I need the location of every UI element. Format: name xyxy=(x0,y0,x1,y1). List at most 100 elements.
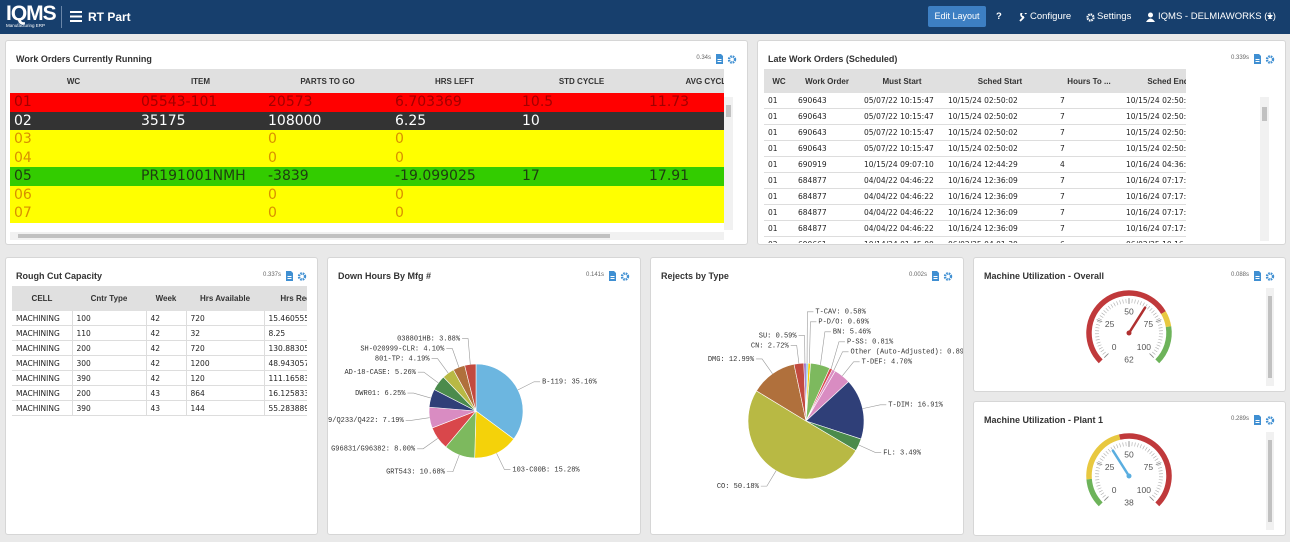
edit-layout-button[interactable]: Edit Layout xyxy=(928,6,986,27)
table-cell: 01 xyxy=(10,93,137,112)
table-cell: 690643 xyxy=(794,108,860,125)
table-cell: 690661 xyxy=(794,236,860,243)
data-label: Q733/Q219/Q233/Q422: 7.19% xyxy=(328,417,404,425)
table-cell: 04/04/22 04:46:22 xyxy=(860,220,944,237)
table-cell: 43 xyxy=(146,400,187,416)
table-cell: 864 xyxy=(186,385,265,401)
table-row: MACHINING 300 42 1200 48.943057 xyxy=(12,355,307,371)
table-cell: 100 xyxy=(72,311,147,326)
tick-label: 100 xyxy=(1137,342,1151,352)
leader-line xyxy=(842,361,860,376)
table-cell: 43 xyxy=(146,385,187,401)
tick-label: 75 xyxy=(1144,462,1154,472)
table-cell: 42 xyxy=(146,340,187,356)
panel: Rough Cut Capacity 0.337s CELL Cntr Type W… xyxy=(5,257,318,535)
timing: 0.339s xyxy=(1230,55,1249,61)
table-cell: 02 xyxy=(764,236,794,243)
leader-line xyxy=(809,321,817,364)
table-cell: 690919 xyxy=(794,156,860,173)
export-icon[interactable] xyxy=(1253,415,1277,426)
table-cell: 01 xyxy=(764,204,794,221)
user-menu[interactable]: IQMS - DELMIAWORKS (1) xyxy=(1158,11,1276,22)
table-cell xyxy=(645,130,724,149)
table-row: 01 690919 10/15/24 09:07:10 10/16/24 12:44:… xyxy=(764,156,1186,173)
menu-icon[interactable] xyxy=(70,11,82,22)
scrollbar[interactable] xyxy=(724,97,733,230)
export-icon[interactable] xyxy=(1253,54,1277,65)
gauge-band xyxy=(1119,433,1172,507)
header-row: WC ITEM PARTS TO GO HRS LEFT STD CYCLE AVG CY… xyxy=(10,69,724,93)
header-row: WC Work Order Must Start Sched Start Hours T… xyxy=(764,69,1186,93)
table-cell: 684877 xyxy=(794,188,860,205)
export-icon[interactable] xyxy=(931,271,955,282)
table-cell: 10/15/24 02:50:02 xyxy=(944,108,1056,125)
table-row: 01 684877 04/04/22 04:46:22 10/16/24 12:36:… xyxy=(764,204,1186,221)
tick-label: 50 xyxy=(1124,306,1134,316)
table-cell: 0 xyxy=(391,185,518,204)
configure-button[interactable]: Configure xyxy=(1030,11,1072,22)
user-icon xyxy=(1146,12,1155,22)
table-row: 01 684877 04/04/22 04:46:22 10/16/24 12:36:… xyxy=(764,188,1186,205)
chart: T-CAV: 0.58% P-D/O: 0.69% BN: 5.46% P-SS: 0… xyxy=(708,309,963,491)
scrollbar[interactable] xyxy=(1266,432,1274,530)
export-icon[interactable] xyxy=(1253,271,1277,282)
tick-mark xyxy=(1149,353,1155,359)
table-cell: 10/15/24 02:50:02 xyxy=(944,140,1056,157)
gauge-band xyxy=(1155,326,1172,364)
table-row: 01 684877 04/04/22 04:46:22 10/16/24 12:36:… xyxy=(764,220,1186,237)
table-cell: 06/02/25 10:16:30 xyxy=(1122,236,1186,243)
data-label: Other (Auto-Adjusted): 0.89% xyxy=(851,349,963,357)
column-header: WC xyxy=(10,69,137,93)
table-cell: 120 xyxy=(186,370,265,386)
scrollbar[interactable] xyxy=(10,232,724,240)
leader-line xyxy=(417,371,439,384)
export-icon[interactable] xyxy=(715,54,739,65)
column-header: STD CYCLE xyxy=(518,69,645,93)
data-label: SH-020999-CLR: 4.10% xyxy=(360,345,445,353)
table-cell xyxy=(645,111,724,130)
column-header: CELL xyxy=(12,286,72,311)
table-cell xyxy=(645,204,724,223)
export-icon[interactable] xyxy=(285,271,309,282)
help-button[interactable]: ? xyxy=(996,11,1002,22)
table-cell: 04/04/22 04:46:22 xyxy=(860,172,944,189)
settings-button[interactable]: Settings xyxy=(1097,11,1132,22)
gauge-value: 38 xyxy=(1124,497,1134,507)
data-label: B-119: 35.16% xyxy=(542,379,597,387)
table-cell: 684877 xyxy=(794,220,860,237)
panel-title: Work Orders Currently Running xyxy=(16,54,152,64)
leader-line xyxy=(862,404,887,409)
table-cell: -19.099025 xyxy=(391,167,518,186)
table-row: 04 0 0 xyxy=(10,148,724,167)
panel-icons xyxy=(715,52,739,65)
table-cell: MACHINING xyxy=(12,385,73,401)
data-label: T-DIM: 16.91% xyxy=(888,402,943,410)
table-cell: 690643 xyxy=(794,124,860,141)
tick-label: 0 xyxy=(1112,342,1117,352)
export-icon[interactable] xyxy=(608,271,632,282)
timing: 0.002s xyxy=(908,272,927,278)
table-cell: 6.25 xyxy=(391,111,518,130)
scrollbar[interactable] xyxy=(1260,97,1269,241)
panel: Work Orders Currently Running 0.34s WC IT… xyxy=(5,40,748,245)
data-label: P-SS: 0.81% xyxy=(847,339,894,347)
logo[interactable]: IQMS xyxy=(6,2,57,25)
table-row: 01 684877 04/04/22 04:46:22 10/16/24 12:36:… xyxy=(764,172,1186,189)
table-cell: 10/15/24 09:07:10 xyxy=(860,156,944,173)
data-label: T-DEF: 4.70% xyxy=(862,359,913,367)
table-cell: 10/16/24 07:17:40 xyxy=(1122,204,1186,221)
table-cell xyxy=(137,185,264,204)
table-cell xyxy=(137,130,264,149)
table-cell: 01 xyxy=(764,124,794,141)
panel: Down Hours By Mfg # 0.141s B-119: 35.16%… xyxy=(327,257,641,535)
table-wrapper: WC Work Order Must Start Sched Start Hours T… xyxy=(764,69,1186,243)
table-cell: 07 xyxy=(10,204,137,223)
table-cell: 10/15/24 02:50:02 xyxy=(944,93,1056,109)
data-label: GRT543: 10.68% xyxy=(386,469,446,477)
column-header: Sched End xyxy=(1122,69,1186,93)
panel-title: Machine Utilization - Plant 1 xyxy=(984,415,1104,425)
scrollbar[interactable] xyxy=(1266,288,1274,386)
